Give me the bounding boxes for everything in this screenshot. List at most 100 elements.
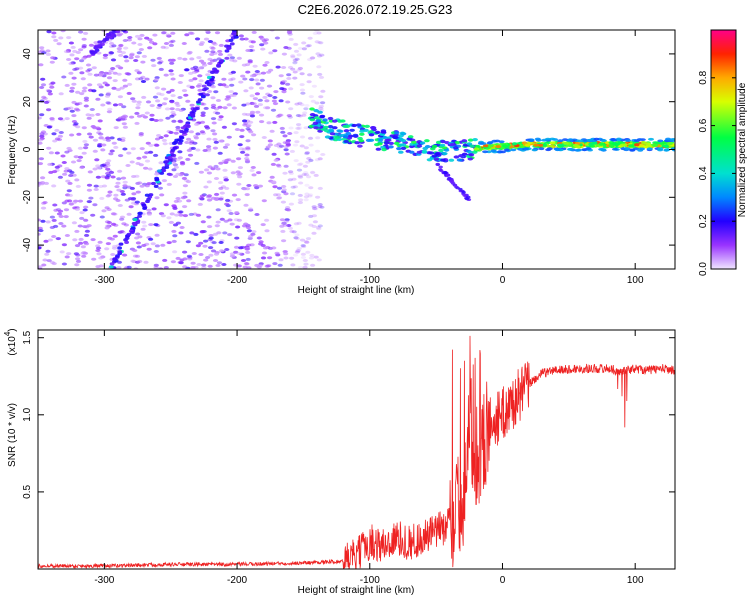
heatmap-cell-881 bbox=[197, 88, 203, 92]
heatmap-cell-739 bbox=[305, 44, 311, 48]
heatmap-cell-1167 bbox=[215, 99, 222, 102]
heatmap-cell-1120 bbox=[63, 107, 69, 111]
heatmap-cell-1044 bbox=[199, 130, 205, 134]
heatmap-cell-1402 bbox=[149, 118, 155, 122]
heatmap-cell-999 bbox=[278, 99, 284, 103]
heatmap-cell-1395 bbox=[248, 45, 255, 49]
heatmap-cell-1469 bbox=[234, 211, 240, 214]
heatmap-cell-865 bbox=[113, 193, 119, 197]
heatmap-cell-989 bbox=[181, 176, 187, 180]
heatmap-cell-1053 bbox=[136, 245, 142, 249]
heatmap-cell-522 bbox=[69, 133, 75, 137]
heatmap-cell-311 bbox=[237, 166, 243, 170]
heatmap-cell-1481 bbox=[105, 194, 111, 198]
heatmap-cell-157 bbox=[218, 115, 224, 119]
heatmap-cell-1108 bbox=[188, 78, 194, 82]
heatmap-cell-1038 bbox=[287, 132, 293, 135]
heatmap-cell-617 bbox=[203, 258, 209, 262]
heatmap-cell-354 bbox=[74, 263, 80, 267]
heatmap-cell-1637 bbox=[193, 107, 198, 111]
heatmap-cell-788 bbox=[249, 94, 255, 98]
heatmap-cell-1007 bbox=[194, 161, 200, 165]
heatmap-cell-949 bbox=[260, 223, 266, 227]
heatmap-cell-705 bbox=[192, 141, 198, 145]
heatmap-cell-1399 bbox=[206, 215, 212, 219]
heatmap-cell-1145 bbox=[210, 103, 217, 107]
heatmap-cell-992 bbox=[74, 207, 80, 211]
heatmap-cell-1275 bbox=[170, 39, 176, 43]
heatmap-cell-92 bbox=[45, 249, 51, 253]
heatmap-cell-896 bbox=[88, 135, 94, 139]
heatmap-cell-1414 bbox=[225, 198, 231, 202]
snr-y-ticks: 0.5 1.0 1.5 bbox=[22, 330, 675, 499]
heatmap-cell-1479 bbox=[97, 240, 103, 244]
heatmap-cell-621 bbox=[243, 37, 249, 41]
heatmap-cell-1168 bbox=[284, 152, 290, 156]
heatmap-cell-1447 bbox=[38, 183, 41, 187]
heatmap-cell-635 bbox=[134, 55, 140, 59]
heatmap-cell-562 bbox=[294, 102, 300, 106]
heatmap-cell-889 bbox=[138, 133, 144, 137]
heatmap-cell-155 bbox=[163, 203, 169, 207]
heatmap-cell-1493 bbox=[41, 95, 47, 99]
heatmap-cell-796 bbox=[250, 40, 256, 44]
heatmap-cell-1623 bbox=[157, 169, 162, 173]
heatmap-cell-269 bbox=[130, 147, 136, 151]
heatmap-cell-1070 bbox=[57, 117, 64, 121]
heatmap-cell-2163 bbox=[355, 123, 362, 127]
heatmap-cell-259 bbox=[108, 152, 114, 156]
heatmap-cell-1486 bbox=[212, 232, 218, 236]
heatmap-cell-800 bbox=[58, 222, 64, 225]
heatmap-cell-2451 bbox=[665, 137, 672, 141]
heatmap-cell-1211 bbox=[299, 135, 306, 139]
heatmap-cell-803 bbox=[272, 120, 278, 124]
heatmap-cell-569 bbox=[236, 56, 242, 60]
heatmap-cell-2447 bbox=[490, 149, 497, 153]
heatmap-cell-564 bbox=[240, 259, 247, 262]
heatmap-cell-521 bbox=[317, 186, 323, 190]
heatmap-cell-32 bbox=[123, 223, 129, 227]
heatmap-cell-2461 bbox=[531, 148, 538, 152]
heatmap-cell-1022 bbox=[168, 40, 174, 44]
heatmap-cell-837 bbox=[75, 125, 81, 129]
heatmap-cell-408 bbox=[115, 88, 121, 92]
heatmap-cell-436 bbox=[168, 131, 174, 134]
heatmap-cell-1322 bbox=[51, 35, 57, 39]
heatmap-cell-1165 bbox=[65, 106, 71, 110]
colorbar-tick-label-1: 0.2 bbox=[698, 214, 709, 228]
heatmap-cell-1033 bbox=[267, 256, 273, 260]
heatmap-cell-965 bbox=[119, 86, 125, 90]
heatmap-cell-757 bbox=[241, 187, 248, 191]
heatmap-cell-2286 bbox=[323, 125, 329, 129]
heatmap-cell-1170 bbox=[283, 192, 289, 196]
heatmap-cell-331 bbox=[215, 208, 221, 212]
heatmap-cell-477 bbox=[111, 44, 117, 48]
heatmap-cell-2339 bbox=[332, 119, 338, 123]
heatmap-cell-2309 bbox=[645, 142, 652, 146]
heatmap-cell-1365 bbox=[58, 131, 64, 134]
heatmap-cell-964 bbox=[313, 173, 319, 177]
heatmap-cell-873 bbox=[208, 236, 214, 240]
heatmap-cell-691 bbox=[43, 181, 50, 185]
heatmap-cell-1177 bbox=[311, 84, 317, 88]
heatmap-cell-226 bbox=[117, 103, 124, 106]
heatmap-cell-1274 bbox=[314, 158, 320, 162]
heatmap-cell-947 bbox=[238, 246, 244, 250]
heatmap-cell-442 bbox=[271, 246, 277, 250]
heatmap-cell-2503 bbox=[435, 163, 440, 167]
heatmap-cell-1556 bbox=[179, 136, 185, 140]
heatmap-cell-977 bbox=[49, 226, 55, 229]
heatmap-cell-866 bbox=[149, 113, 155, 117]
heatmap-cell-1125 bbox=[257, 98, 263, 102]
heatmap-cell-2327 bbox=[588, 142, 594, 146]
heatmap-cell-48 bbox=[286, 224, 292, 227]
heatmap-cell-1295 bbox=[248, 207, 254, 211]
heatmap-cell-1208 bbox=[275, 193, 281, 197]
heatmap-cell-1433 bbox=[202, 63, 208, 67]
heatmap-cell-1648 bbox=[144, 193, 150, 197]
heatmap-cell-1468 bbox=[253, 184, 259, 188]
heatmap-cell-452 bbox=[154, 244, 160, 248]
heatmap-cell-2424 bbox=[544, 137, 551, 141]
heatmap-cell-1633 bbox=[202, 88, 207, 92]
heatmap-cell-1641 bbox=[219, 59, 224, 63]
